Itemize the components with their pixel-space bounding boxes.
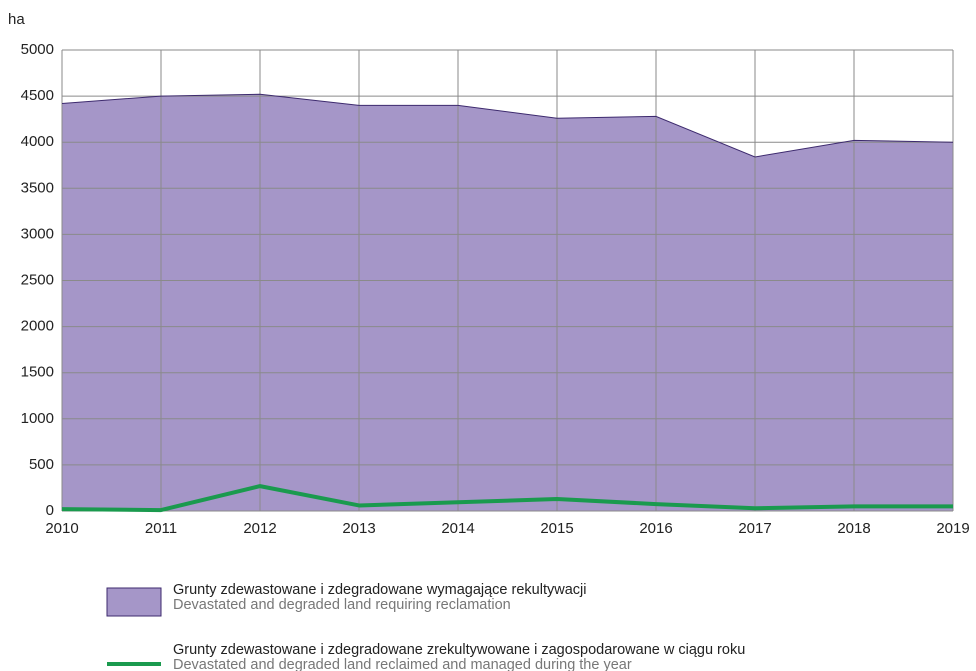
y-tick-label: 5000 xyxy=(21,41,54,58)
legend-label: Devastated and degraded land requiring r… xyxy=(173,597,511,613)
y-tick-label: 3000 xyxy=(21,225,54,242)
y-axis-label: ha xyxy=(8,11,25,28)
y-tick-label: 3500 xyxy=(21,179,54,196)
y-tick-label: 1000 xyxy=(21,410,54,427)
x-tick-label: 2018 xyxy=(837,520,870,537)
y-tick-label: 4500 xyxy=(21,87,54,104)
y-tick-label: 0 xyxy=(46,502,54,519)
y-tick-label: 2000 xyxy=(21,318,54,335)
x-tick-label: 2013 xyxy=(342,520,375,537)
x-tick-label: 2019 xyxy=(936,520,969,537)
legend-label: Grunty zdewastowane i zdegradowane wymag… xyxy=(173,582,586,598)
area-edge xyxy=(61,93,954,158)
y-tick-label: 2500 xyxy=(21,271,54,288)
y-tick-label: 4000 xyxy=(21,133,54,150)
y-tick-label: 1500 xyxy=(21,364,54,381)
x-tick-label: 2010 xyxy=(45,520,78,537)
x-tick-label: 2012 xyxy=(243,520,276,537)
x-tick-label: 2015 xyxy=(540,520,573,537)
legend-label: Grunty zdewastowane i zdegradowane zreku… xyxy=(173,642,745,658)
x-tick-label: 2014 xyxy=(441,520,474,537)
x-tick-label: 2016 xyxy=(639,520,672,537)
legend-swatch xyxy=(106,587,162,617)
x-tick-label: 2017 xyxy=(738,520,771,537)
x-tick-label: 2011 xyxy=(145,520,177,537)
y-tick-label: 500 xyxy=(29,456,54,473)
line xyxy=(61,484,953,513)
legend-label: Devastated and degraded land reclaimed a… xyxy=(173,657,632,671)
area xyxy=(62,94,953,512)
